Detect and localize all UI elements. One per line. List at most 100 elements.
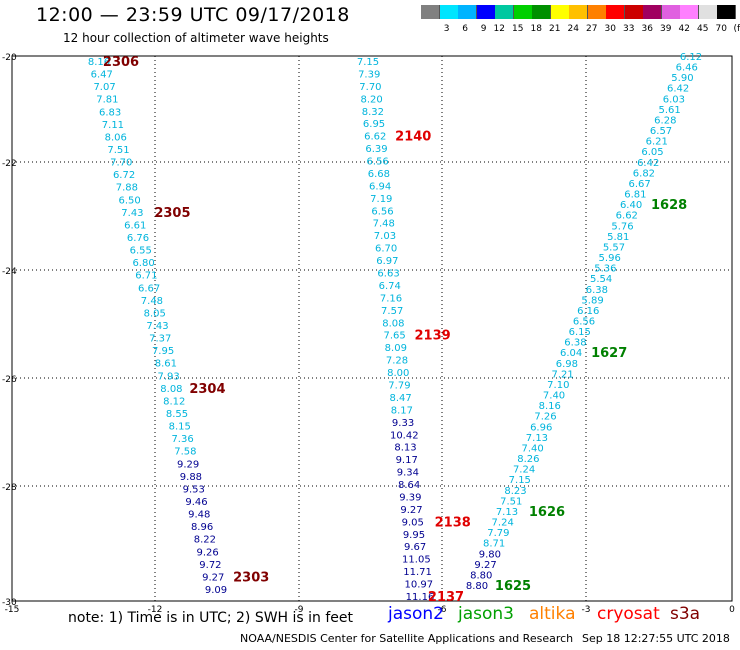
wave-height-value: 7.13 — [496, 507, 518, 518]
wave-height-value: 8.05 — [144, 308, 166, 319]
wave-height-value: 8.08 — [382, 318, 404, 329]
wave-height-value: 7.24 — [492, 518, 514, 529]
wave-height-value: 9.27 — [474, 560, 496, 571]
credit-line: NOAA/NESDIS Center for Satellite Applica… — [240, 632, 574, 645]
pass-time-label: 1626 — [529, 505, 565, 520]
pass-time-label: 2306 — [103, 55, 139, 70]
wave-height-value: 8.20 — [360, 94, 382, 105]
wave-height-value: 7.28 — [386, 356, 408, 367]
wave-height-value: 5.54 — [590, 274, 612, 285]
satellite-name-jason2: jason2 — [388, 604, 444, 624]
y-tick-label: -26 — [2, 375, 17, 385]
legend-tick-label: 70 — [715, 24, 727, 34]
wave-height-value: 9.05 — [402, 517, 424, 528]
wave-height-value: 8.16 — [88, 57, 110, 68]
wave-height-value: 5.96 — [599, 253, 621, 264]
wave-height-value: 7.13 — [526, 433, 548, 444]
legend-tick-label: 3 — [443, 24, 450, 34]
legend-tick-label: 27 — [586, 24, 598, 34]
pass-time-label: 1625 — [495, 579, 531, 594]
track-jason3-e: 6.126.465.906.426.035.616.286.576.216.05… — [466, 52, 702, 594]
wave-height-value: 5.89 — [581, 295, 603, 306]
wave-height-value: 6.67 — [629, 179, 651, 190]
wave-height-value: 6.42 — [637, 158, 659, 169]
wave-height-value: 9.88 — [180, 472, 202, 483]
wave-height-value: 9.72 — [199, 560, 221, 571]
wave-height-value: 6.71 — [135, 271, 157, 282]
wave-height-value: 6.40 — [620, 200, 642, 211]
wave-height-value: 7.81 — [96, 95, 118, 106]
y-tick-label: -20 — [2, 53, 17, 63]
wave-height-value: 11.16 — [406, 592, 435, 603]
legend-tick-label: 36 — [641, 24, 653, 34]
wave-height-value: 6.95 — [363, 119, 385, 130]
wave-height-value: 8.08 — [160, 384, 182, 395]
wave-height-value: 7.48 — [141, 296, 163, 307]
pass-time-label: 2139 — [415, 329, 451, 344]
wave-height-value: 8.15 — [169, 422, 191, 433]
wave-height-value: 6.47 — [91, 70, 113, 81]
wave-height-value: 7.15 — [509, 475, 531, 486]
wave-height-value: 9.34 — [397, 468, 419, 479]
wave-height-value: 9.33 — [392, 418, 414, 429]
x-tick-label: -3 — [582, 605, 591, 615]
wave-height-value: 7.11 — [102, 120, 124, 131]
wave-height-value: 7.37 — [149, 334, 171, 345]
wave-height-value: 8.80 — [470, 570, 492, 581]
wave-height-value: 6.96 — [530, 422, 552, 433]
wave-height-value: 6.67 — [138, 283, 160, 294]
legend-tick-label: 30 — [604, 24, 616, 34]
wave-height-value: 8.55 — [166, 409, 188, 420]
wave-height-value: 6.56 — [371, 206, 393, 217]
wave-height-value: 8.64 — [398, 480, 420, 491]
wave-height-value: 8.12 — [163, 396, 185, 407]
wave-height-value: 6.04 — [560, 348, 582, 359]
wave-height-value: 6.62 — [616, 211, 638, 222]
wave-height-value: 6.63 — [377, 269, 399, 280]
wave-height-value: 8.23 — [504, 486, 526, 497]
wave-height-value: 7.65 — [383, 331, 405, 342]
wave-height-value: 7.88 — [116, 183, 138, 194]
y-tick-label: -24 — [2, 267, 17, 277]
wave-height-value: 7.16 — [380, 293, 402, 304]
legend-tick-label: 6 — [462, 24, 468, 34]
y-tick-label: -30 — [2, 598, 17, 608]
pass-time-label: 1627 — [591, 346, 627, 361]
wave-height-value: 5.57 — [603, 242, 625, 253]
satellite-name-cryosat: cryosat — [597, 604, 660, 624]
legend-tick-label: 39 — [660, 24, 672, 34]
legend-tick-label: 24 — [567, 24, 579, 34]
footer-note: note: 1) Time is in UTC; 2) SWH is in fe… — [68, 610, 354, 626]
chart-subtitle: 12 hour collection of altimeter wave hei… — [63, 31, 329, 45]
wave-height-value: 6.05 — [641, 147, 663, 158]
wave-height-value: 7.26 — [534, 412, 556, 423]
wave-height-value: 7.95 — [152, 346, 174, 357]
wave-height-value: 8.17 — [391, 405, 413, 416]
x-tick-label: 0 — [729, 605, 735, 615]
wave-height-value: 6.15 — [569, 327, 591, 338]
wave-height-value: 9.26 — [197, 547, 219, 558]
pass-time-label: 2140 — [395, 130, 431, 145]
wave-height-value: 9.48 — [188, 510, 210, 521]
wave-height-value: 6.55 — [130, 246, 152, 257]
wave-height-value: 8.00 — [387, 368, 409, 379]
wave-height-value: 7.70 — [359, 82, 381, 93]
x-tick-label: -12 — [148, 605, 163, 615]
wave-height-value: 7.40 — [543, 391, 565, 402]
chart-title: 12:00 — 23:59 UTC 09/17/2018 — [36, 4, 350, 26]
wave-height-value: 7.21 — [551, 369, 573, 380]
wave-height-value: 9.29 — [177, 459, 199, 470]
wave-height-value: 6.38 — [564, 338, 586, 349]
wave-height-value: 6.39 — [365, 144, 387, 155]
legend-swatch — [717, 5, 736, 19]
track-jason2-c: 7.157.397.708.208.326.956.626.396.566.68… — [357, 57, 471, 605]
wave-height-value: 7.51 — [500, 496, 522, 507]
legend-tick-label: 9 — [480, 24, 487, 34]
pass-time-label: 2303 — [233, 570, 269, 585]
wave-height-value: 6.94 — [369, 181, 391, 192]
wave-height-value: 7.51 — [107, 145, 129, 156]
wave-height-value: 8.16 — [539, 401, 561, 412]
wave-height-value: 7.10 — [547, 380, 569, 391]
wave-height-value: 6.74 — [379, 281, 401, 292]
wave-height-value: 7.36 — [171, 434, 193, 445]
